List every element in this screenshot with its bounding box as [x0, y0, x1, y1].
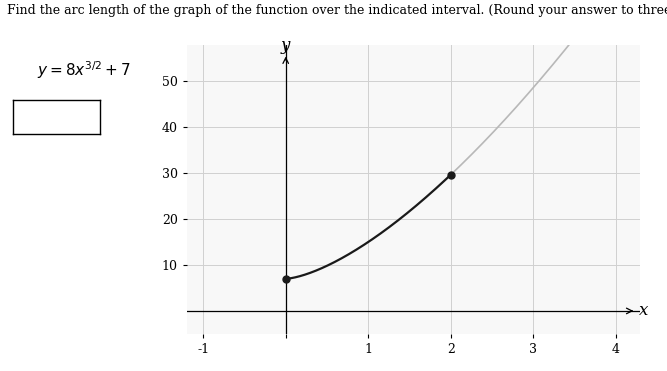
Text: x: x: [639, 302, 648, 319]
Text: Find the arc length of the graph of the function over the indicated interval. (R: Find the arc length of the graph of the …: [7, 4, 667, 17]
Text: $y = 8x^{3/2} + 7$: $y = 8x^{3/2} + 7$: [37, 59, 131, 81]
Text: y: y: [281, 37, 290, 54]
